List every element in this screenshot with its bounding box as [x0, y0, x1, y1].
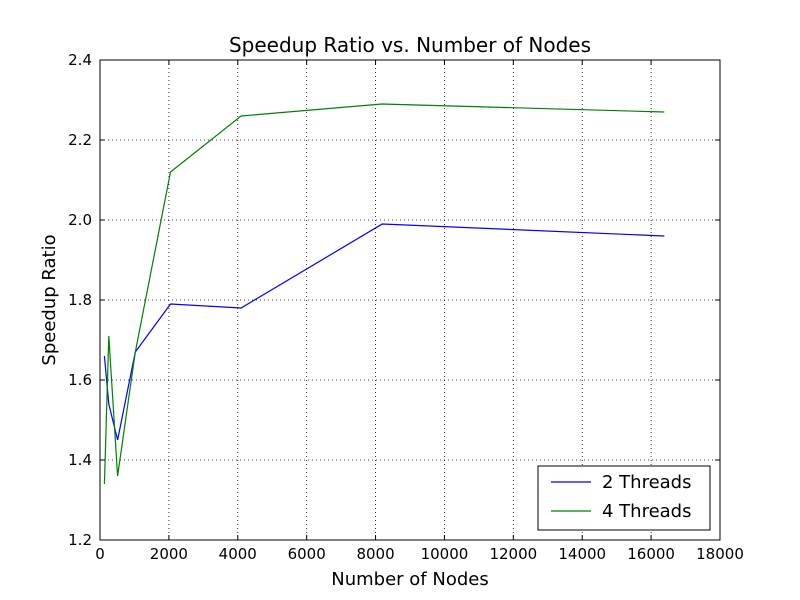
grid-lines	[100, 60, 720, 540]
y-tick-label: 2.0	[68, 211, 92, 229]
y-tick-label: 1.2	[68, 531, 92, 549]
legend-label: 4 Threads	[602, 501, 692, 522]
x-axis-label: Number of Nodes	[331, 569, 488, 590]
y-tick-label: 2.4	[68, 51, 92, 69]
chart-title: Speedup Ratio vs. Number of Nodes	[229, 33, 591, 57]
y-axis-label: Speedup Ratio	[39, 234, 60, 365]
y-tick-label: 1.4	[68, 451, 92, 469]
x-tick-label: 18000	[696, 545, 744, 563]
x-tick-label: 0	[95, 545, 105, 563]
legend-label: 2 Threads	[602, 472, 692, 493]
x-tick-label: 8000	[356, 545, 394, 563]
x-tick-label: 4000	[219, 545, 257, 563]
series-lines	[103, 103, 665, 485]
y-tick-label: 2.2	[68, 131, 92, 149]
legend-box	[537, 465, 711, 531]
series-line-1	[103, 223, 665, 441]
x-tick-label: 2000	[150, 545, 188, 563]
x-tick-label: 16000	[627, 545, 675, 563]
y-tick-label: 1.8	[68, 291, 92, 309]
y-tick-label: 1.6	[68, 371, 92, 389]
series-line-2	[103, 103, 665, 485]
legend: 2 Threads 4 Threads	[537, 465, 711, 531]
x-tick-label: 10000	[421, 545, 469, 563]
axis-ticks: 0 2000 4000 6000 8000 10000 12000 14000 16000 180…	[68, 51, 744, 563]
x-tick-label: 12000	[489, 545, 537, 563]
x-tick-label: 14000	[558, 545, 606, 563]
x-tick-label: 6000	[288, 545, 326, 563]
